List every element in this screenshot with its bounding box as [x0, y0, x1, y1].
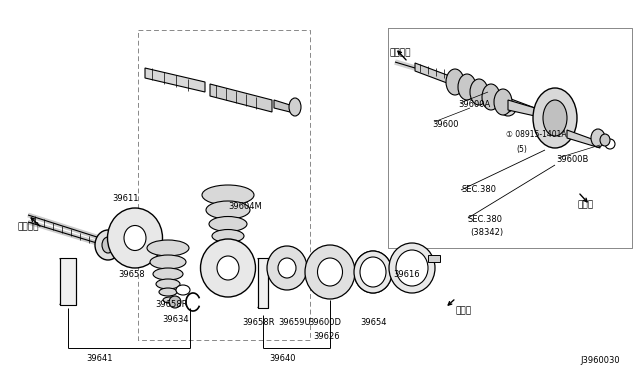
- Text: 39658: 39658: [118, 270, 145, 279]
- Text: デフ側: デフ側: [578, 200, 594, 209]
- Ellipse shape: [153, 268, 183, 280]
- Ellipse shape: [543, 100, 567, 136]
- Ellipse shape: [202, 185, 254, 205]
- Ellipse shape: [156, 279, 180, 289]
- Ellipse shape: [163, 297, 177, 303]
- Ellipse shape: [150, 255, 186, 269]
- Text: 39600B: 39600B: [556, 155, 588, 164]
- Ellipse shape: [212, 230, 244, 243]
- Polygon shape: [274, 100, 290, 112]
- Ellipse shape: [482, 84, 500, 110]
- Polygon shape: [415, 63, 535, 116]
- Ellipse shape: [102, 237, 114, 253]
- Text: 39611: 39611: [112, 194, 138, 203]
- Text: (5): (5): [516, 145, 527, 154]
- Ellipse shape: [108, 208, 163, 268]
- Ellipse shape: [176, 285, 190, 295]
- Ellipse shape: [209, 217, 247, 231]
- Polygon shape: [567, 130, 600, 148]
- Text: (38342): (38342): [470, 228, 503, 237]
- Text: 39634: 39634: [162, 315, 189, 324]
- Ellipse shape: [317, 258, 342, 286]
- Circle shape: [605, 139, 615, 149]
- Text: 39640: 39640: [269, 354, 296, 363]
- Ellipse shape: [458, 74, 476, 100]
- Ellipse shape: [289, 98, 301, 116]
- Ellipse shape: [354, 251, 392, 293]
- Circle shape: [500, 100, 516, 116]
- Text: 39641: 39641: [87, 354, 113, 363]
- Text: 39616: 39616: [393, 270, 420, 279]
- Text: 39600A: 39600A: [458, 100, 490, 109]
- Text: 39658R: 39658R: [155, 300, 188, 309]
- Polygon shape: [60, 258, 76, 305]
- Ellipse shape: [124, 225, 146, 250]
- Text: 39654: 39654: [360, 318, 387, 327]
- Text: 39658R: 39658R: [242, 318, 275, 327]
- Text: タイヤ側: タイヤ側: [18, 222, 40, 231]
- Ellipse shape: [200, 239, 255, 297]
- Ellipse shape: [215, 241, 241, 253]
- Ellipse shape: [305, 245, 355, 299]
- Circle shape: [504, 104, 512, 112]
- Ellipse shape: [278, 258, 296, 278]
- Text: 39600: 39600: [432, 120, 458, 129]
- Text: デフ側: デフ側: [456, 306, 472, 315]
- Ellipse shape: [95, 230, 121, 260]
- Text: 39604M: 39604M: [228, 202, 262, 211]
- Text: 39659U: 39659U: [278, 318, 310, 327]
- Ellipse shape: [446, 69, 464, 95]
- Text: 39626: 39626: [313, 332, 340, 341]
- Polygon shape: [428, 255, 440, 262]
- Ellipse shape: [169, 296, 181, 308]
- Ellipse shape: [217, 256, 239, 280]
- Ellipse shape: [396, 250, 428, 286]
- Text: SEC.380: SEC.380: [468, 215, 503, 224]
- Polygon shape: [145, 68, 205, 92]
- Ellipse shape: [600, 134, 610, 146]
- Ellipse shape: [470, 79, 488, 105]
- Polygon shape: [508, 100, 535, 116]
- Polygon shape: [210, 84, 272, 112]
- Ellipse shape: [360, 257, 386, 287]
- Ellipse shape: [533, 88, 577, 148]
- Ellipse shape: [494, 89, 512, 115]
- Ellipse shape: [591, 129, 605, 147]
- Ellipse shape: [206, 201, 250, 219]
- Polygon shape: [258, 258, 268, 308]
- Ellipse shape: [389, 243, 435, 293]
- Text: タイヤ側: タイヤ側: [390, 48, 412, 57]
- Text: SEC.380: SEC.380: [461, 185, 496, 194]
- Text: 39600D: 39600D: [308, 318, 341, 327]
- Ellipse shape: [147, 240, 189, 256]
- Ellipse shape: [218, 251, 238, 260]
- Ellipse shape: [267, 246, 307, 290]
- Text: ① 08915-1401A: ① 08915-1401A: [506, 130, 566, 139]
- Ellipse shape: [159, 288, 177, 296]
- Text: J3960030: J3960030: [580, 356, 620, 365]
